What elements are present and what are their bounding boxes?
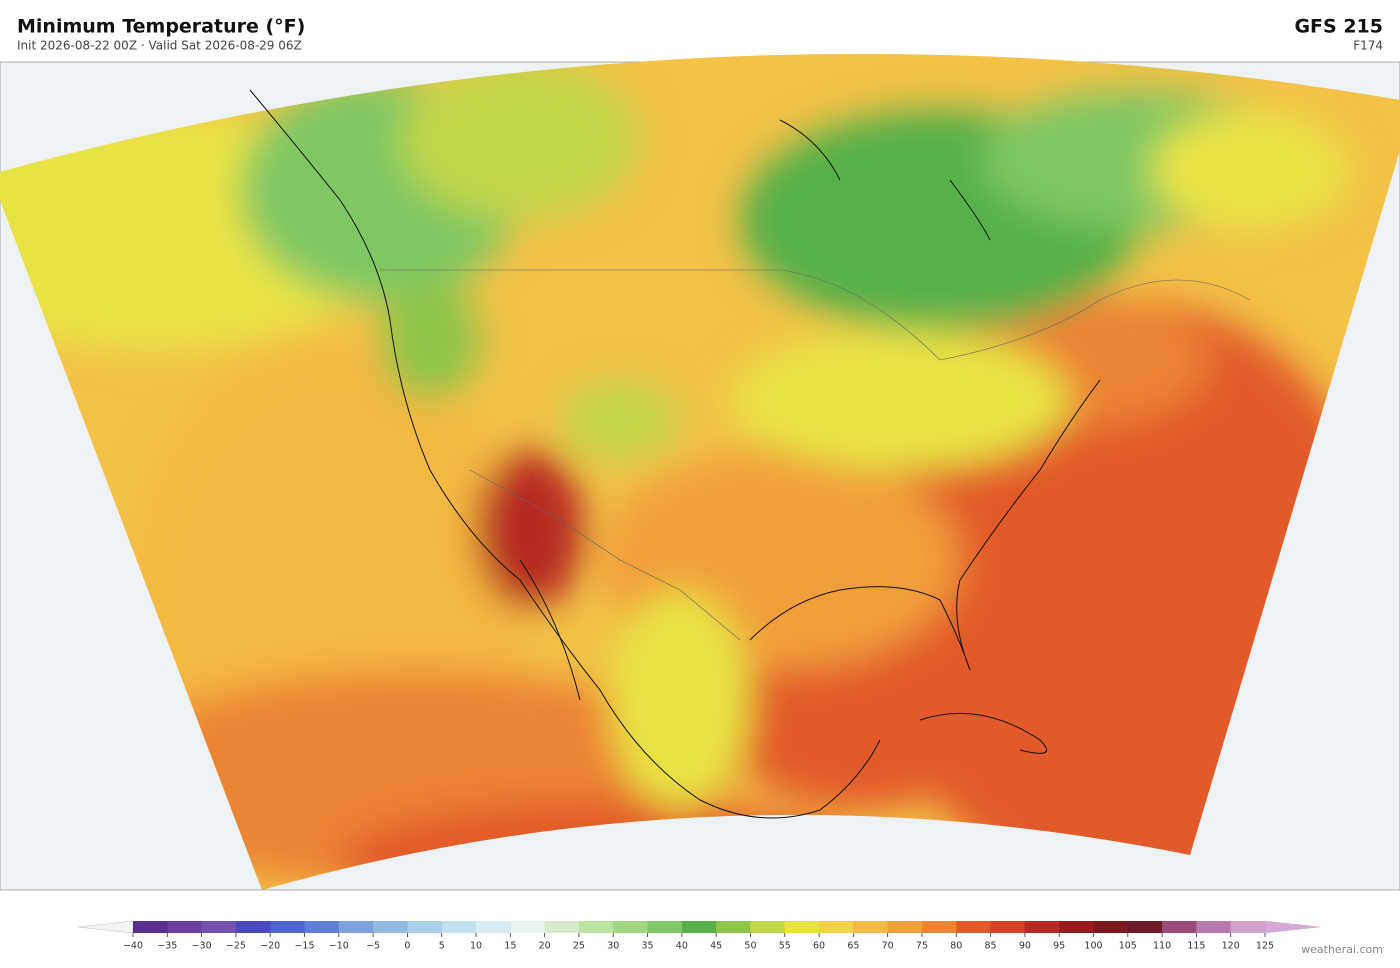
tick-label: 95 — [1053, 941, 1065, 952]
color-cell — [407, 921, 443, 933]
tick-label: 80 — [950, 941, 962, 952]
title: Minimum Temperature (°F) — [17, 16, 305, 38]
color-cell — [1127, 921, 1163, 933]
tick-label: 100 — [1084, 941, 1102, 952]
tick-label: 125 — [1256, 941, 1274, 952]
tick-label: 105 — [1119, 941, 1137, 952]
coastlines — [249, 89, 1101, 819]
tick-label: 85 — [985, 941, 997, 952]
tick-label: 65 — [847, 941, 859, 952]
tick-label: 70 — [882, 941, 894, 952]
tick-label: 30 — [607, 941, 619, 952]
subtitle: Init 2026-08-22 00Z · Valid Sat 2026-08-… — [17, 39, 302, 53]
color-cell — [373, 921, 408, 933]
tick-label: −30 — [192, 941, 212, 952]
color-cell — [990, 921, 1026, 933]
color-cell — [338, 921, 374, 933]
color-cell — [681, 921, 717, 933]
color-cell — [133, 921, 168, 933]
color-cell — [270, 921, 306, 933]
color-cell — [853, 921, 889, 933]
color-cell — [235, 921, 271, 933]
tick-label: 5 — [439, 941, 445, 952]
color-cell — [647, 921, 683, 933]
color-cell — [784, 921, 820, 933]
colorbar-extend-low — [77, 920, 134, 934]
color-cell — [613, 921, 649, 933]
tick-label: −5 — [366, 941, 380, 952]
tick-label: −35 — [157, 941, 177, 952]
color-cell — [921, 921, 957, 933]
color-cell — [1024, 921, 1060, 933]
color-cell — [887, 921, 923, 933]
tick-label: −15 — [294, 941, 314, 952]
color-cell — [819, 921, 854, 933]
credit: weatherai.com — [1301, 943, 1383, 956]
color-cell — [1230, 921, 1266, 933]
tick-label: 75 — [916, 941, 928, 952]
tick-label: 120 — [1222, 941, 1240, 952]
tick-label: 25 — [573, 941, 585, 952]
tick-label: 10 — [470, 941, 482, 952]
tick-label: 115 — [1187, 941, 1205, 952]
color-cell — [304, 921, 340, 933]
color-cell — [1059, 921, 1094, 933]
colorbar-extend-high — [1264, 920, 1321, 934]
forecast-hour: F174 — [1353, 39, 1383, 53]
tick-label: 20 — [539, 941, 551, 952]
color-cell — [716, 921, 751, 933]
color-cell — [441, 921, 477, 933]
tick-label: 55 — [779, 941, 791, 952]
color-cell — [1196, 921, 1232, 933]
color-cell — [1093, 921, 1129, 933]
color-cell — [750, 921, 786, 933]
tick-label: 90 — [1019, 941, 1031, 952]
tick-label: 35 — [641, 941, 653, 952]
tick-label: −10 — [329, 941, 349, 952]
tick-label: −25 — [226, 941, 246, 952]
color-cell — [510, 921, 546, 933]
color-cell — [544, 921, 580, 933]
tick-label: 110 — [1153, 941, 1171, 952]
color-cell — [578, 921, 614, 933]
tick-label: 0 — [404, 941, 410, 952]
tick-label: 40 — [676, 941, 688, 952]
color-cell — [956, 921, 992, 933]
color-cell — [167, 921, 203, 933]
tick-label: 60 — [813, 941, 825, 952]
color-cell — [1162, 921, 1197, 933]
tick-label: 15 — [504, 941, 516, 952]
borders — [380, 269, 1251, 641]
color-cell — [201, 921, 237, 933]
tick-label: −40 — [123, 941, 143, 952]
tick-label: −20 — [260, 941, 280, 952]
color-cell — [476, 921, 511, 933]
tick-label: 45 — [710, 941, 722, 952]
model-name: GFS 215 — [1294, 16, 1383, 38]
tick-label: 50 — [744, 941, 756, 952]
